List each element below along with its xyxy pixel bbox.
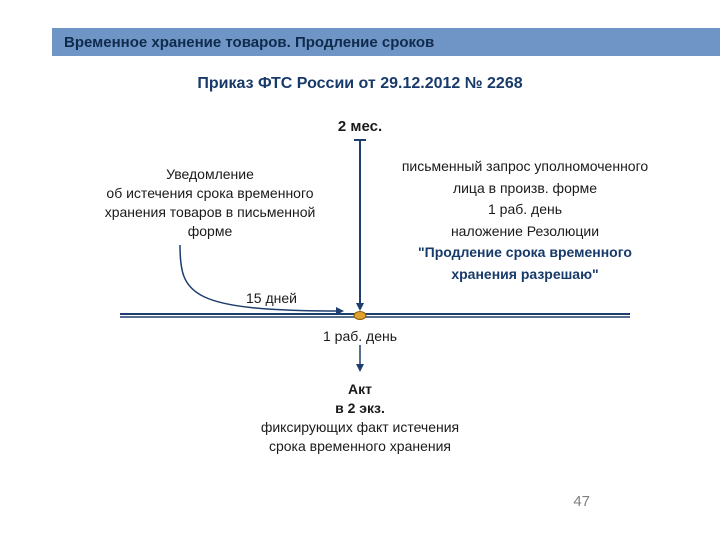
left-text-block: Уведомление об истечения срока временног… — [95, 165, 325, 241]
right-text-block: письменный запрос уполномоченного лица в… — [380, 155, 670, 287]
title-bar: Временное хранение товаров. Продление ср… — [52, 28, 720, 56]
resolution-line-2: хранения разрешаю" — [380, 265, 670, 285]
right-line-1: письменный запрос уполномоченного — [380, 157, 670, 177]
bottom-text-block: Акт в 2 экз. фиксирующих факт истечения … — [0, 380, 720, 456]
label-two-months: 2 мес. — [0, 118, 720, 135]
right-line-4: наложение Резолюции — [380, 222, 670, 242]
bottom-line-1: Акт — [0, 380, 720, 399]
left-line-1: Уведомление — [95, 165, 325, 184]
right-line-2: лица в произв. форме — [380, 179, 670, 199]
bottom-line-2: в 2 экз. — [0, 399, 720, 418]
left-line-4: форме — [95, 222, 325, 241]
slide: Временное хранение товаров. Продление ср… — [0, 0, 720, 540]
subheading: Приказ ФТС России от 29.12.2012 № 2268 — [0, 75, 720, 93]
title-text: Временное хранение товаров. Продление ср… — [64, 34, 434, 51]
left-line-3: хранения товаров в письменной — [95, 203, 325, 222]
right-line-3: 1 раб. день — [380, 200, 670, 220]
bottom-line-4: срока временного хранения — [0, 437, 720, 456]
page-number: 47 — [573, 493, 590, 510]
label-fifteen-days: 15 дней — [246, 290, 297, 306]
label-one-day-below: 1 раб. день — [0, 328, 720, 344]
resolution-line-1: "Продление срока временного — [380, 243, 670, 263]
left-line-2: об истечения срока временного — [95, 184, 325, 203]
bottom-line-3: фиксирующих факт истечения — [0, 418, 720, 437]
